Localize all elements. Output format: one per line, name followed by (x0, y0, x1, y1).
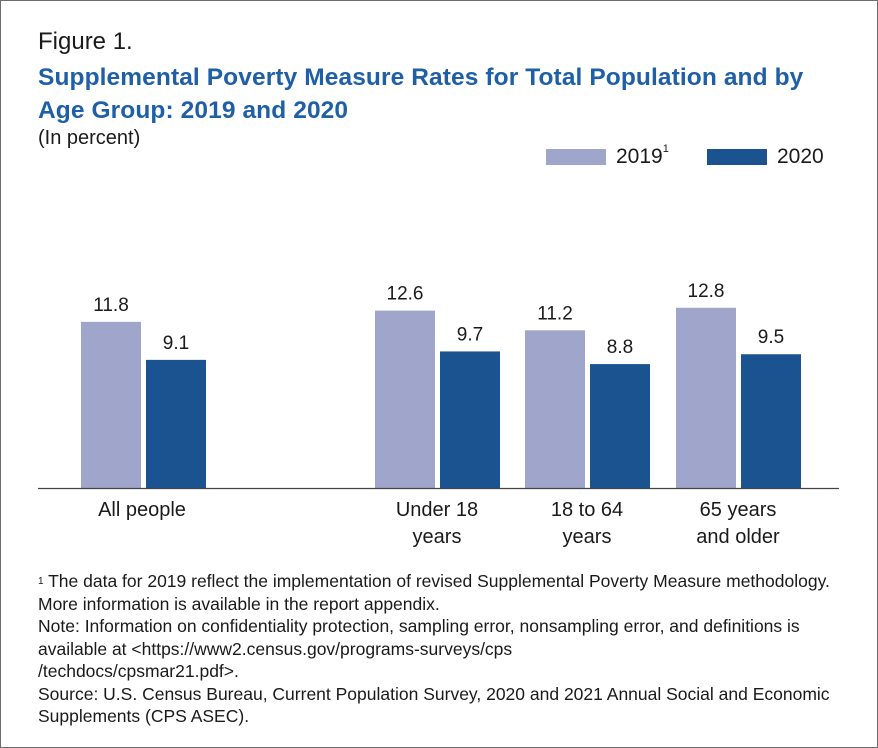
data-label-2019-3: 12.8 (688, 281, 725, 302)
data-label-2019-2: 11.2 (537, 303, 573, 324)
category-label-1-1: years (413, 526, 462, 548)
category-label-3-0: 65 years (700, 499, 777, 521)
source-text: Source: U.S. Census Bureau, Current Popu… (38, 683, 830, 727)
bar-chart: 11.8 9.1 All people 12.6 9.7 Under 18 years 11.… (38, 281, 839, 548)
category-label-3-1: and older (696, 526, 780, 548)
category-label-0-0: All people (98, 499, 186, 521)
legend-label-2020: 2020 (777, 145, 824, 168)
bar-2019-3 (676, 307, 736, 488)
data-label-2019-1: 12.6 (387, 284, 424, 305)
data-label-2020-2: 8.8 (607, 337, 633, 358)
bar-2019-0 (81, 321, 141, 488)
chart-notes: 1 The data for 2019 reflect the implemen… (38, 570, 858, 728)
data-label-2020-3: 9.5 (758, 327, 784, 348)
bar-2020-0 (146, 359, 206, 488)
figure-label: Figure 1. (38, 28, 133, 55)
legend-label-2019: 20191 (616, 143, 669, 168)
data-label-2019-0: 11.8 (93, 295, 129, 316)
chart-title: Supplemental Poverty Measure Rates for T… (38, 64, 804, 124)
category-label-1-0: Under 18 (396, 499, 478, 521)
note-text: Note: Information on confidentiality pro… (38, 616, 800, 681)
category-label-2-1: years (563, 526, 612, 548)
data-label-2020-0: 9.1 (163, 333, 189, 354)
footnote: 1 The data for 2019 reflect the implemen… (38, 571, 830, 614)
legend-item-2019: 20191 (546, 143, 669, 169)
legend-swatch-2019 (546, 149, 606, 165)
chart-subtitle: (In percent) (38, 127, 141, 149)
category-label-2-0: 18 to 64 (551, 499, 623, 521)
data-label-2020-1: 9.7 (457, 324, 483, 345)
legend-swatch-2020 (707, 149, 767, 165)
bar-2020-2 (590, 364, 650, 488)
bar-2019-1 (375, 310, 435, 488)
bar-2019-2 (525, 330, 585, 488)
legend-item-2020: 2020 (707, 145, 824, 169)
bar-2020-1 (440, 351, 500, 488)
bar-2020-3 (741, 354, 801, 488)
